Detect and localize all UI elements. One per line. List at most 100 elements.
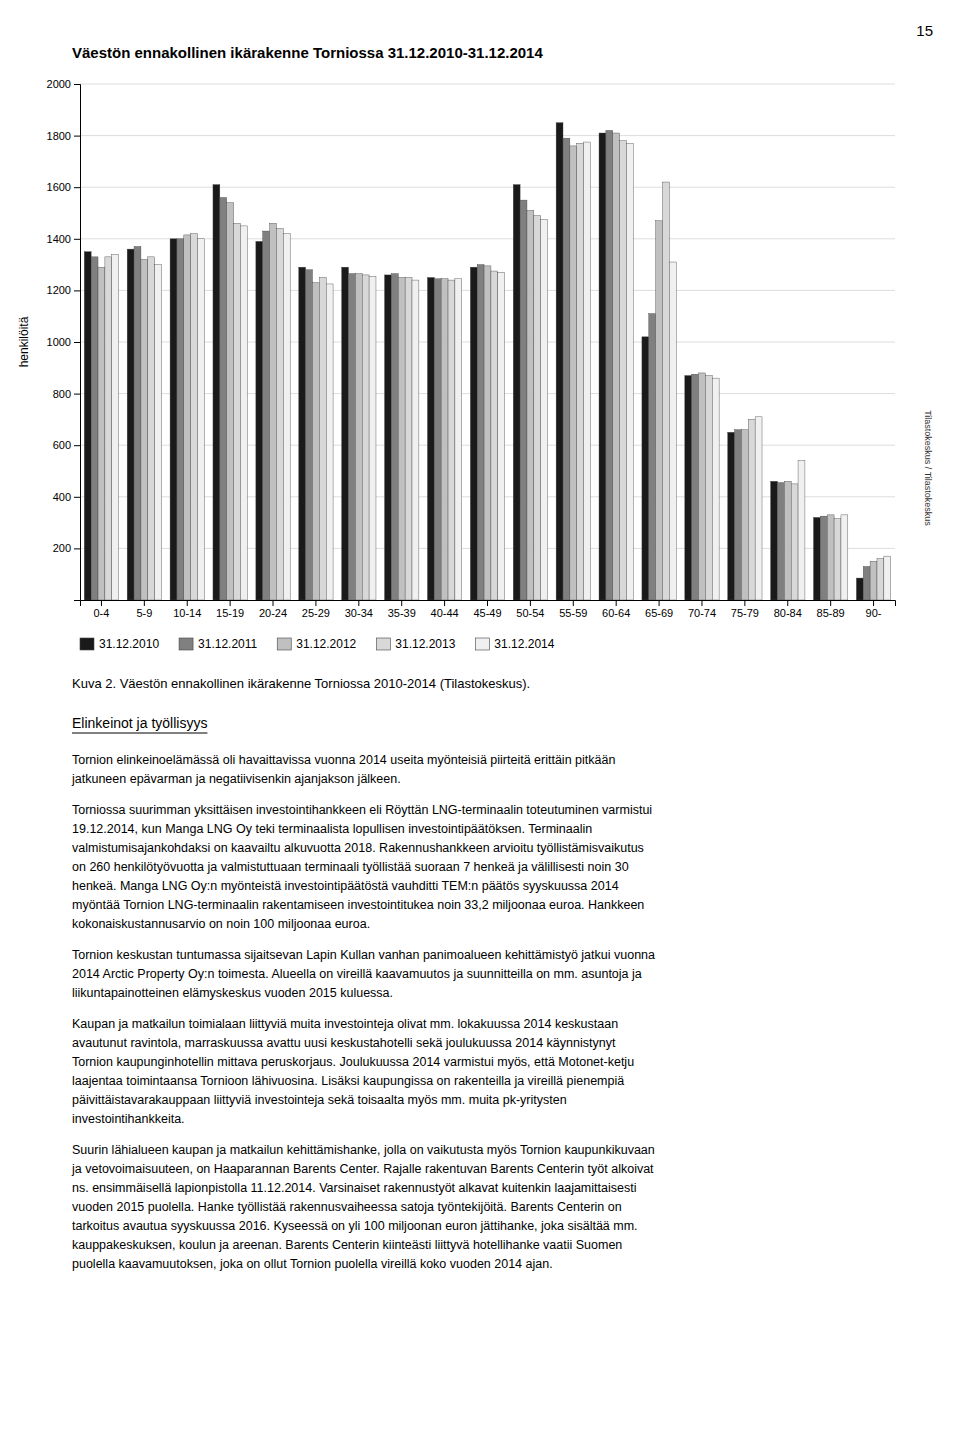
tick-label: 1400 [47, 233, 71, 245]
bar [198, 239, 205, 600]
tick-mark [74, 548, 80, 549]
bar-series [112, 142, 891, 600]
bars [84, 123, 890, 600]
tick-label: 15-19 [216, 607, 244, 619]
tick-label: 1000 [47, 336, 71, 348]
tick-label: 75-79 [731, 607, 759, 619]
x-tick: 60-64 [602, 600, 630, 619]
bar [649, 314, 656, 600]
y-tick: 1400 [47, 233, 80, 245]
bar [427, 278, 434, 601]
tick-label: 55-59 [559, 607, 587, 619]
page: 15Tilastokeskus / TilastokeskusVäestön e… [0, 0, 960, 1440]
bar [177, 239, 184, 600]
x-tick: 25-29 [302, 600, 330, 619]
bar [777, 483, 784, 600]
background [0, 0, 960, 1440]
bar-series [105, 141, 884, 600]
tick-mark [444, 600, 445, 606]
section-heading: Elinkeinot ja työllisyys [72, 715, 207, 731]
y-axis: 200400600800100012001400160018002000 [47, 78, 81, 600]
bar [477, 265, 484, 600]
tick-label: 10-14 [173, 607, 201, 619]
y-tick: 1200 [47, 284, 80, 296]
bar [827, 515, 834, 600]
bar [834, 519, 841, 600]
tick-mark [74, 445, 80, 446]
tick-label: 20-24 [259, 607, 287, 619]
bar-series [84, 123, 863, 600]
bar [870, 561, 877, 600]
bar [685, 376, 692, 600]
bar [626, 143, 633, 600]
bar [620, 141, 627, 600]
bar [312, 283, 319, 600]
bar [584, 142, 591, 600]
legend-label: 31.12.2014 [494, 637, 554, 651]
x-tick: 20-24 [259, 600, 287, 619]
y-tick: 1800 [47, 130, 80, 142]
bar [484, 266, 491, 600]
bar [728, 432, 735, 600]
bar [570, 146, 577, 600]
legend-swatch [80, 638, 94, 650]
bar [220, 198, 227, 600]
grid-line [80, 84, 895, 85]
legend-swatch [376, 638, 390, 650]
tick-mark [401, 600, 402, 606]
legend-item: 31.12.2012 [277, 637, 356, 651]
tick-mark [74, 290, 80, 291]
bar [434, 279, 441, 600]
paragraph-line: 19.12.2014, kun Manga LNG Oy teki termin… [72, 822, 592, 836]
paragraph-line: Tornion kaupunginhotellin mittava perusk… [72, 1055, 634, 1069]
paragraph-line: Kaupan ja matkailun toimialaan liittyviä… [72, 1017, 618, 1031]
bar [227, 203, 234, 600]
bar [513, 185, 520, 600]
paragraph-line: ja vetovoimaisuuteen, on Haaparannan Bar… [71, 1162, 654, 1176]
bar [98, 267, 105, 600]
x-tick: 40-44 [431, 600, 459, 619]
tick-mark [787, 600, 788, 606]
bar [319, 278, 326, 601]
paragraph: Torniossa suurimman yksittäisen investoi… [72, 803, 652, 931]
bar [355, 274, 362, 600]
tick-mark [487, 600, 488, 606]
tick-label: 85-89 [817, 607, 845, 619]
paragraph-line: tarkoitus avautua syyskuussa 2016. Kysee… [72, 1219, 638, 1233]
tick-label: 5-9 [136, 607, 152, 619]
bar [884, 556, 891, 600]
tick-label: 45-49 [473, 607, 501, 619]
paragraph: Kaupan ja matkailun toimialaan liittyviä… [72, 1017, 634, 1126]
tick-mark [659, 600, 660, 606]
x-tick: 85-89 [817, 600, 845, 619]
bar [599, 133, 606, 600]
paragraph-line: vuoden 2015 puolella. Hanke työllistää r… [72, 1200, 622, 1214]
tick-mark [74, 84, 80, 85]
bar [863, 566, 870, 600]
heading-underline [72, 733, 207, 734]
tick-mark [358, 600, 359, 606]
legend-item: 31.12.2011 [179, 637, 257, 651]
bar [148, 257, 155, 600]
tick-label: 65-69 [645, 607, 673, 619]
bar [398, 278, 405, 601]
legend: 31.12.201031.12.201131.12.201231.12.2013… [80, 637, 555, 651]
tick-label: 90- [866, 607, 882, 619]
tick-label: 30-34 [345, 607, 373, 619]
bar [263, 231, 270, 600]
bar [391, 274, 398, 600]
bar [191, 234, 198, 600]
bar [577, 143, 584, 600]
legend-label: 31.12.2013 [395, 637, 455, 651]
tick-mark [101, 600, 102, 606]
bar [798, 461, 805, 600]
bar [527, 210, 534, 600]
x-tick: 55-59 [559, 600, 587, 619]
paragraph-line: investointihankkeita. [72, 1112, 185, 1126]
tick-mark [744, 600, 745, 606]
bar [669, 262, 676, 600]
paragraph-line: myöntää Tornion LNG-terminaalin rakentam… [72, 898, 644, 912]
paragraph: Tornion keskustan tuntumassa sijaitsevan… [72, 948, 655, 1000]
paragraph: Suurin lähialueen kaupan ja matkailun ke… [71, 1143, 655, 1271]
page-number: 15 [916, 22, 933, 39]
